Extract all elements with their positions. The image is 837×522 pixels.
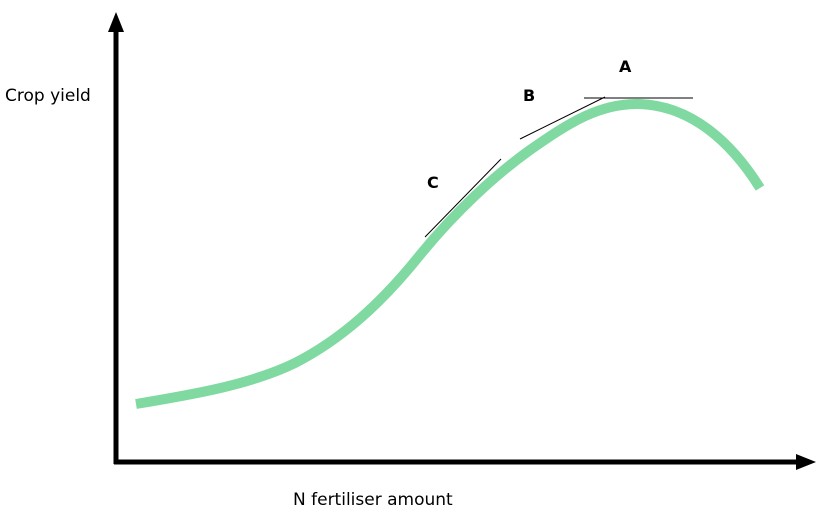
x-axis-arrowhead	[796, 454, 816, 470]
yield-curve	[135, 98, 765, 409]
point-label-c: C	[427, 173, 439, 192]
y-axis-arrowhead	[108, 12, 124, 32]
x-axis-title: N fertiliser amount	[293, 490, 453, 510]
point-label-a: A	[619, 57, 632, 76]
point-label-b: B	[523, 86, 535, 105]
y-axis-title: Crop yield	[5, 86, 91, 106]
tangent-line-c	[424, 158, 502, 238]
tangent-line-b	[519, 96, 606, 140]
